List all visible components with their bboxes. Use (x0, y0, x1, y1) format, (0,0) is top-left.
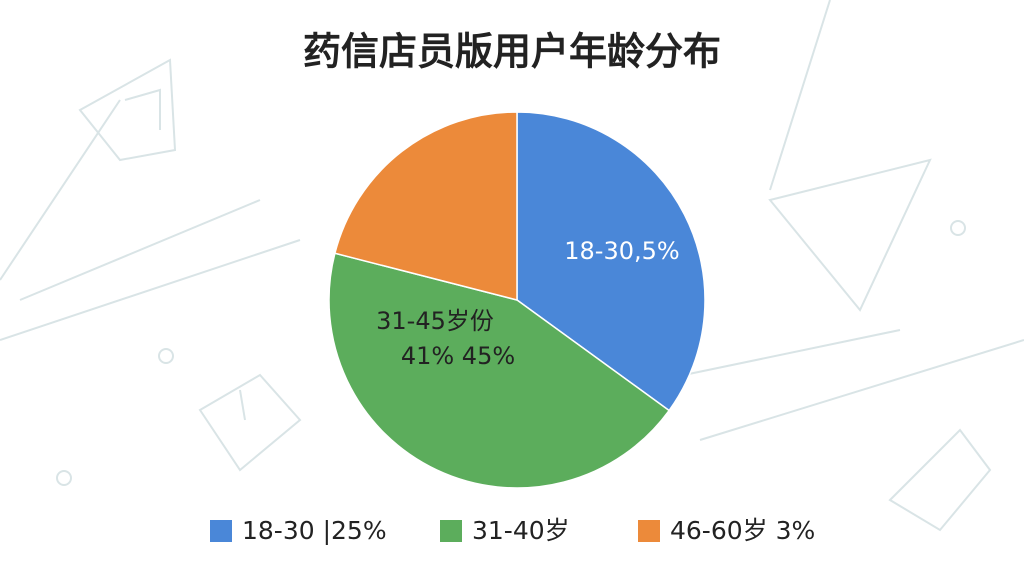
pie-slice (333, 111, 518, 301)
slice-label: 41% 45% (401, 342, 515, 370)
slice-label: 18-30,5% (564, 237, 679, 265)
legend-swatch (440, 520, 462, 542)
background-decoration (0, 0, 1024, 532)
legend-label: 31-40岁 (472, 516, 570, 545)
legend-swatch (210, 520, 232, 542)
slice-label: 31-45岁份 (376, 307, 494, 335)
legend-swatch (638, 520, 660, 542)
pie-slice (516, 111, 706, 412)
legend-label: 18-30 |25% (242, 516, 387, 545)
legend-label: 46-60岁 3% (670, 516, 815, 545)
pie-slice (328, 252, 671, 489)
chart-title: 药信店员版用户年龄分布 (303, 30, 721, 74)
